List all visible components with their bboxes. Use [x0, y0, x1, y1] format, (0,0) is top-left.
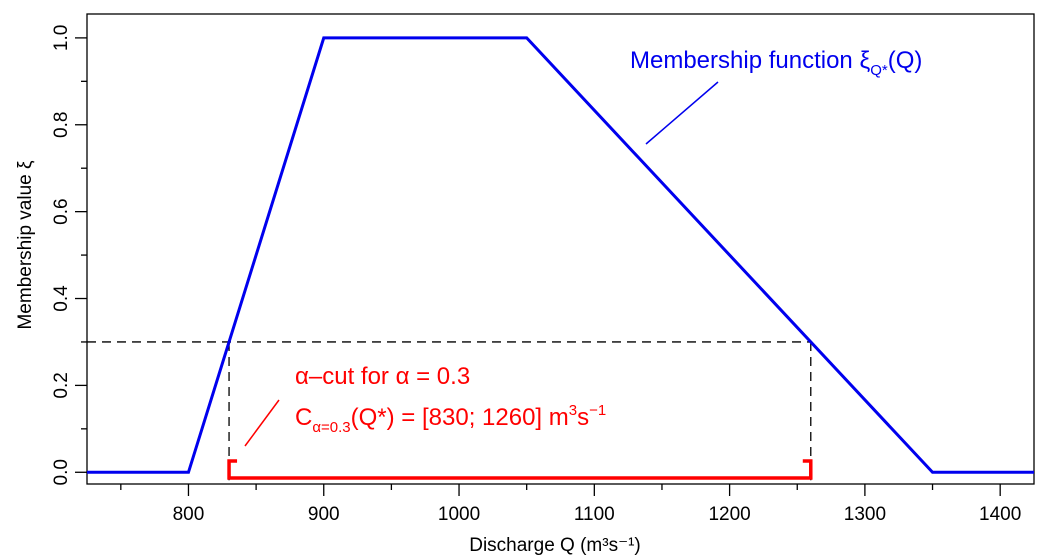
x-axis: 800 900 1000 1100 1200 1300 1400 — [120, 484, 1021, 525]
x-tick-label-1000: 1000 — [438, 504, 480, 525]
y-axis-title: Membership value ξ — [15, 160, 36, 330]
interval-subscript: α=0.3 — [312, 419, 350, 436]
series-layer — [87, 36, 1034, 474]
membership-tail: (Q) — [888, 47, 923, 74]
interval-main: C — [295, 404, 312, 431]
x-tick-label-1200: 1200 — [708, 504, 750, 525]
alpha-cut-interval: Cα=0.3(Q*) = [830; 1260] m3s−1 — [295, 402, 606, 436]
alpha-cut-title: α–cut for α = 0.3 — [295, 363, 470, 390]
x-tick-label-1400: 1400 — [979, 504, 1021, 525]
x-tick-label-800: 800 — [173, 504, 205, 525]
x-tick-label-900: 900 — [308, 504, 340, 525]
alpha-cut-pointer-line — [244, 399, 280, 447]
alpha-cut-lines — [87, 341, 812, 481]
x-axis-title: Discharge Q (m³s⁻¹) — [469, 535, 641, 556]
series-line-0 — [87, 36, 1034, 474]
y-tick-label-0.8: 0.8 — [51, 112, 72, 138]
y-tick-label-0.4: 0.4 — [51, 285, 72, 312]
membership-subscript: Q* — [870, 62, 888, 79]
interval-unit-s: s — [577, 404, 589, 431]
interval-sup-neg1: −1 — [589, 402, 606, 419]
membership-pointer-line — [645, 81, 719, 145]
y-tick-label-0.6: 0.6 — [51, 198, 72, 224]
x-tick-label-1300: 1300 — [844, 504, 886, 525]
x-tick-label-1100: 1100 — [574, 504, 615, 525]
plot-frame — [86, 13, 1035, 485]
interval-sup-3: 3 — [569, 402, 577, 419]
y-axis: 0.0 0.2 0.4 0.6 0.8 1.0 — [51, 25, 87, 485]
y-tick-label-0: 0.0 — [51, 459, 72, 485]
y-tick-label-1: 1.0 — [51, 25, 72, 51]
interval-tail: (Q*) = [830; 1260] m — [351, 404, 569, 431]
alpha-cut-interval-bracket — [227, 459, 813, 480]
alpha-cut-bracket — [227, 459, 813, 480]
membership-annotation: Membership function ξQ*(Q) — [630, 47, 922, 79]
membership-label: Membership function ξ — [630, 47, 870, 74]
y-tick-label-0.2: 0.2 — [51, 372, 72, 398]
